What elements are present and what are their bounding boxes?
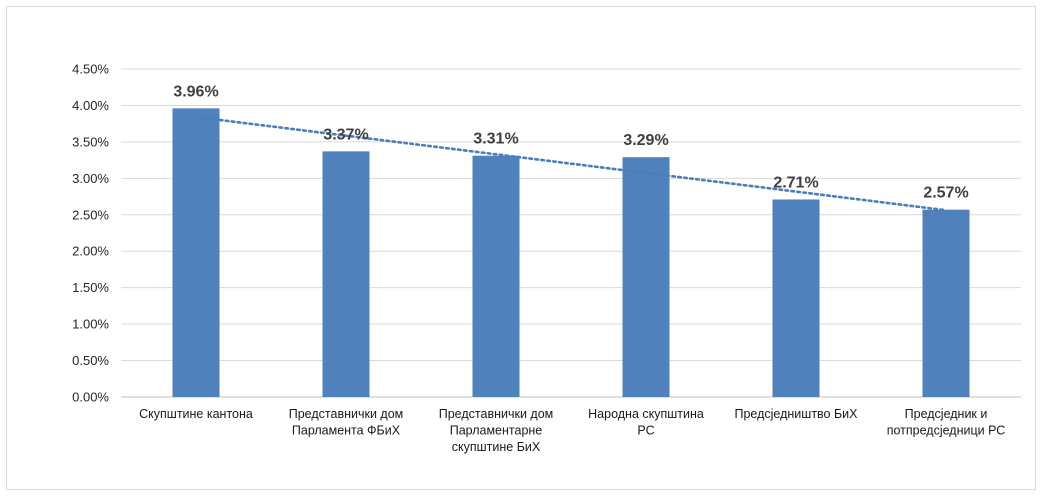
data-label: 2.71%: [773, 174, 818, 191]
y-tick-label: 4.00%: [72, 98, 109, 113]
x-category-label: Представнички дом Парламентарне скупштине …: [439, 407, 554, 454]
trendline-line: [194, 115, 948, 212]
y-tick-label: 0.50%: [72, 353, 109, 368]
bars: [172, 108, 970, 398]
x-category-label: Предсједник и потпредсједници РС: [887, 407, 1006, 438]
bar: [322, 151, 370, 397]
x-category-label: Представнички дом Парламента ФБиХ: [289, 407, 404, 438]
data-label: 3.37%: [323, 126, 368, 143]
y-axis-tick-labels: 0.00% 0.50% 1.00% 1.50% 2.00% 2.50% 3.00% 3.50%…: [72, 62, 109, 405]
x-category-label: Народна скупштина РС: [588, 407, 704, 438]
data-label: 3.96%: [173, 83, 218, 100]
data-label: 2.57%: [923, 185, 968, 202]
y-tick-label: 1.50%: [72, 280, 109, 295]
trendline: [194, 115, 948, 212]
x-axis-category-labels: Скупштине кантона Представнички дом Парлам…: [139, 407, 1005, 454]
y-tick-label: 2.00%: [72, 244, 109, 259]
y-tick-label: 4.50%: [72, 62, 109, 77]
y-tick-label: 2.50%: [72, 207, 109, 222]
bar: [472, 155, 520, 397]
data-label: 3.31%: [473, 131, 518, 148]
bar: [622, 157, 670, 397]
y-tick-label: 1.00%: [72, 317, 109, 332]
y-tick-label: 0.00%: [72, 390, 109, 405]
gridlines: [121, 68, 1021, 398]
bar: [922, 209, 970, 397]
chart-frame: 0.00% 0.50% 1.00% 1.50% 2.00% 2.50% 3.00% 3.50%…: [6, 6, 1036, 490]
data-labels: 3.96% 3.37% 3.31% 3.29% 2.71% 2.57%: [173, 83, 968, 201]
x-category-label: Предсједништво БиХ: [735, 407, 859, 421]
y-tick-label: 3.50%: [72, 134, 109, 149]
y-tick-label: 3.00%: [72, 171, 109, 186]
x-category-label: Скупштине кантона: [139, 407, 253, 421]
data-label: 3.29%: [623, 132, 668, 149]
bar: [772, 199, 820, 397]
bar: [172, 108, 220, 398]
bar-chart: 0.00% 0.50% 1.00% 1.50% 2.00% 2.50% 3.00% 3.50%…: [72, 62, 1021, 454]
